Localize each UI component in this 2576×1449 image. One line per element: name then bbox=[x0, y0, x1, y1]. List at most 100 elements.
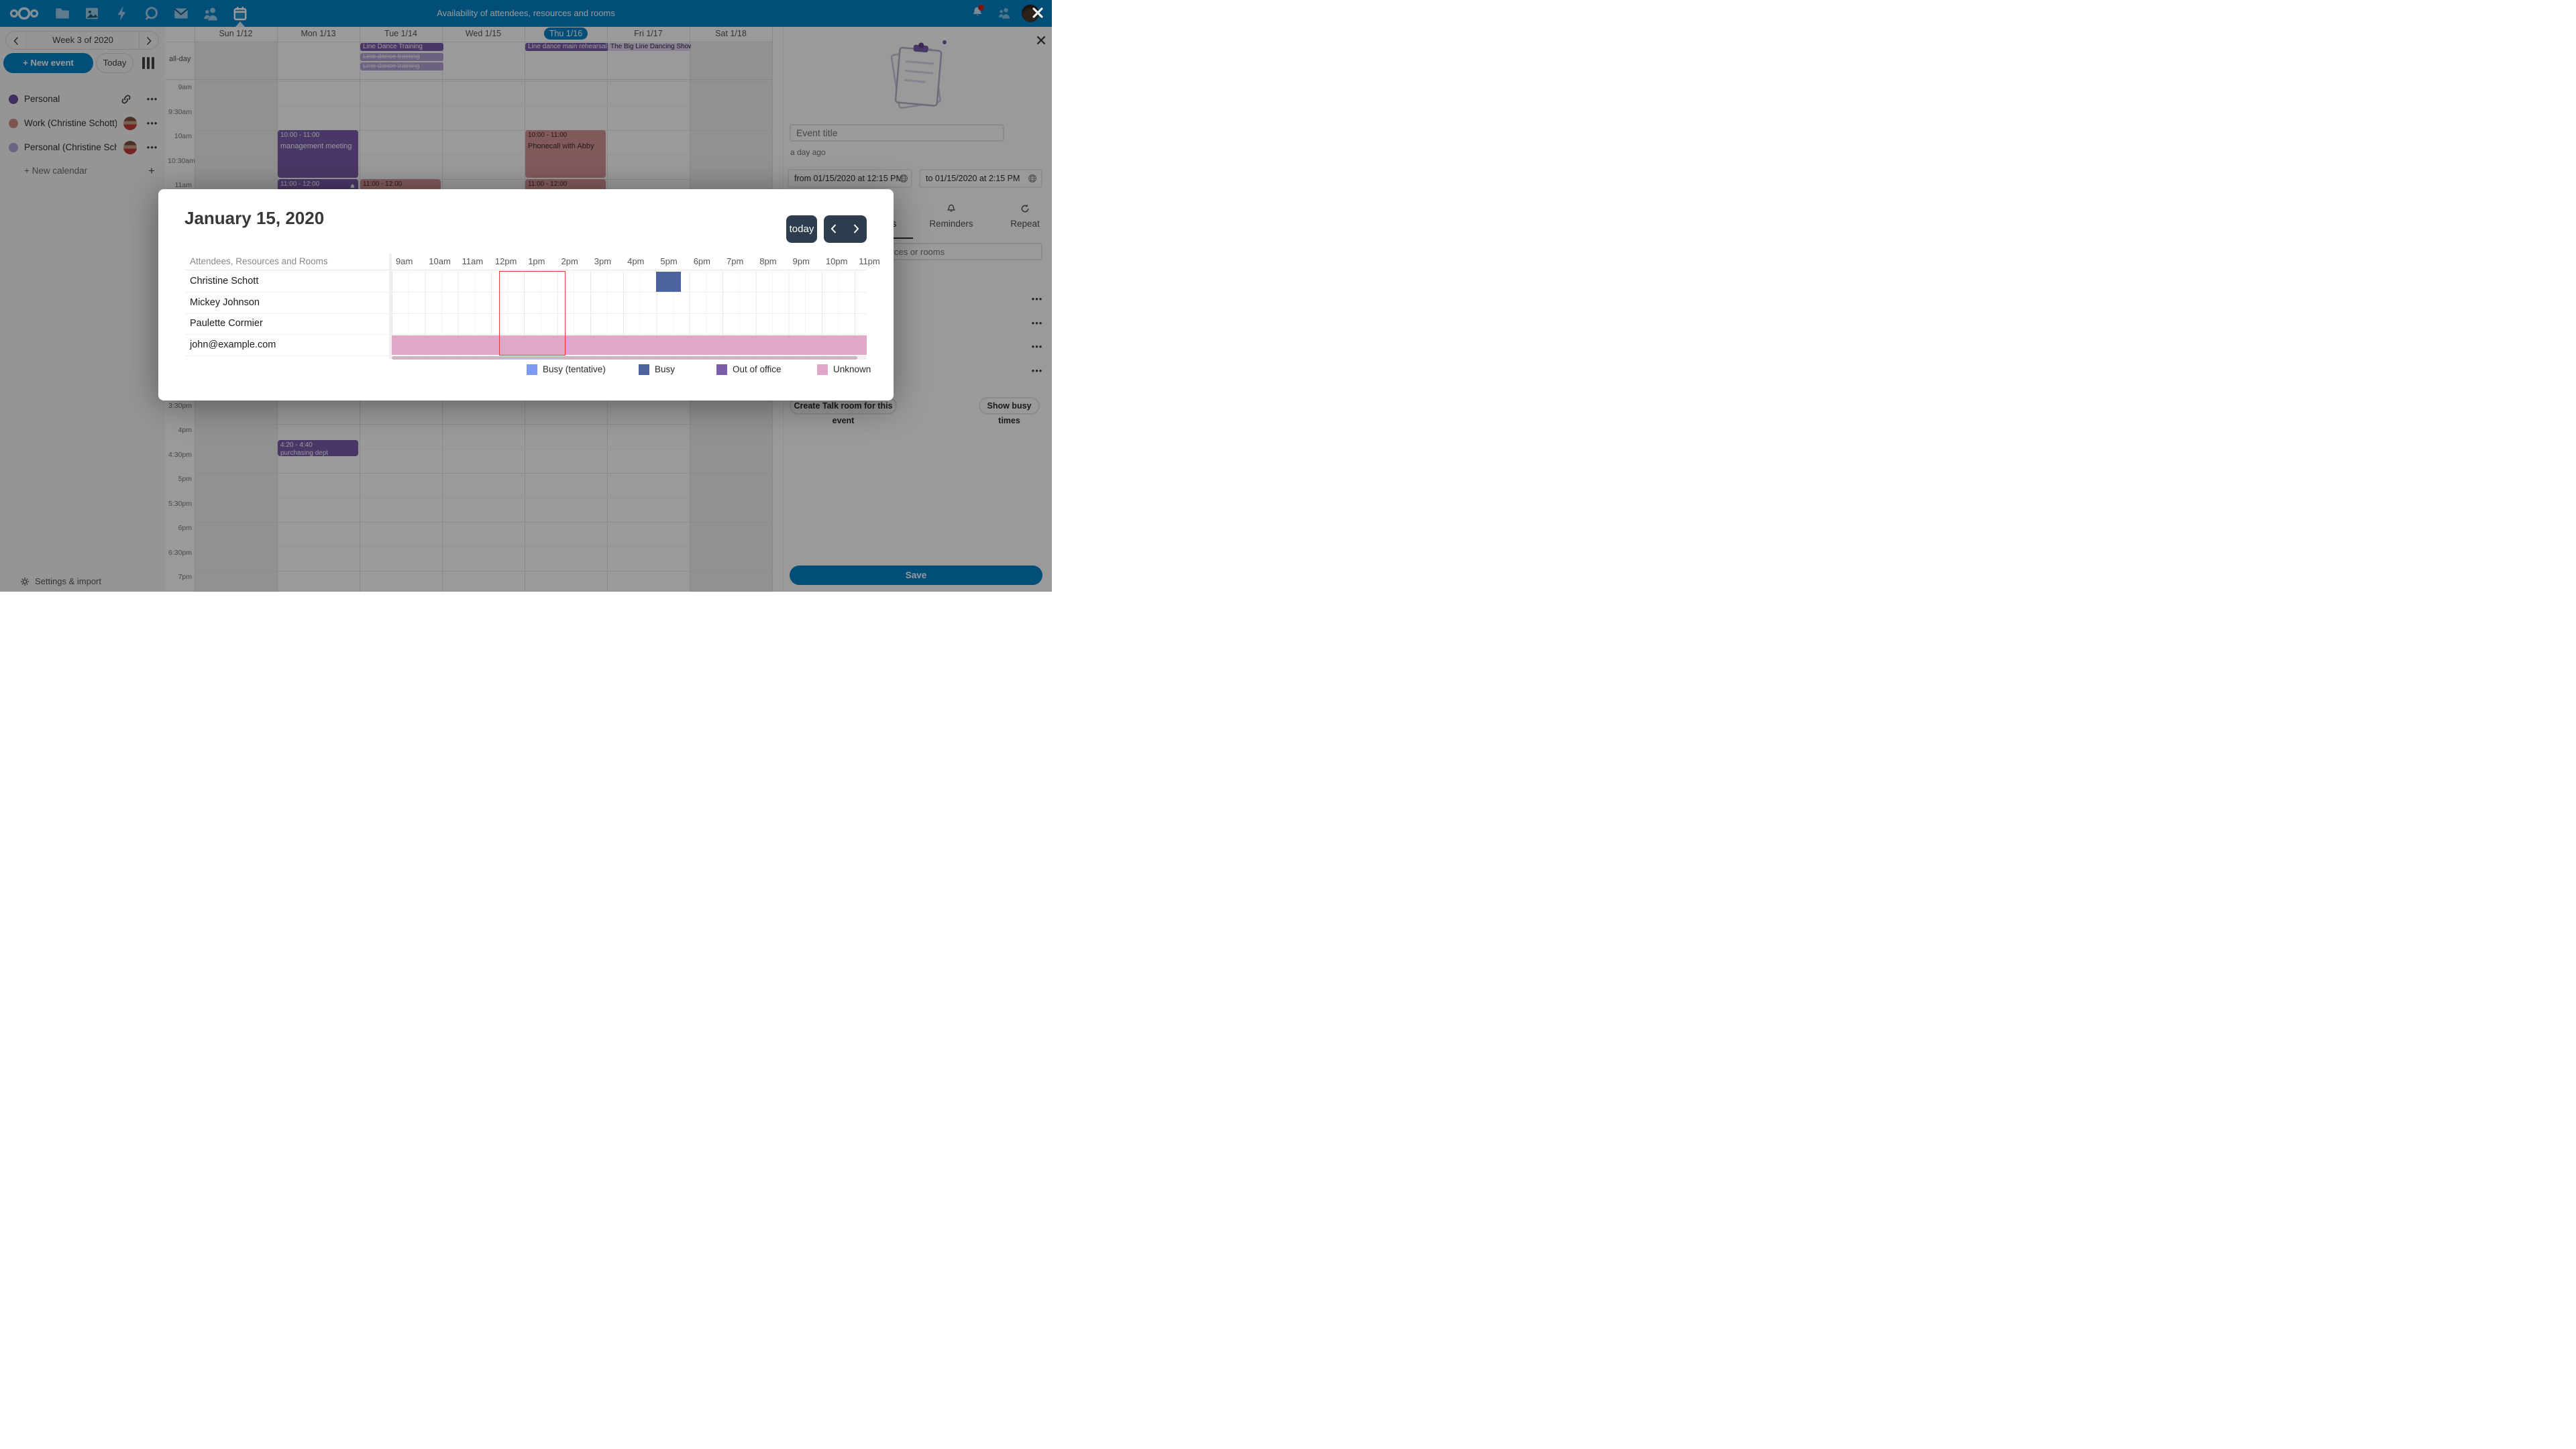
activity-icon[interactable] bbox=[114, 5, 130, 21]
page-title: Availability of attendees, resources and… bbox=[437, 8, 615, 18]
tab-reminders[interactable]: Reminders bbox=[914, 204, 988, 237]
attendee-name: Mickey Johnson bbox=[190, 297, 260, 308]
contacts-icon[interactable] bbox=[203, 5, 219, 21]
files-icon[interactable] bbox=[54, 5, 70, 21]
notifications-icon[interactable] bbox=[971, 5, 984, 18]
day-header[interactable]: Mon 1/13 bbox=[301, 29, 336, 38]
modified-label: a day ago bbox=[790, 148, 826, 157]
event-time: 10:00 - 11:00 bbox=[528, 131, 568, 139]
photos-icon[interactable] bbox=[84, 5, 100, 21]
new-calendar-label[interactable]: + New calendar bbox=[24, 166, 88, 176]
calendar-list-item[interactable]: Personal ••• bbox=[0, 87, 165, 111]
day-header[interactable]: Sun 1/12 bbox=[219, 29, 253, 38]
calendar-app-icon[interactable] bbox=[232, 5, 248, 21]
grid-hour-tick: 4pm bbox=[627, 256, 645, 266]
save-button[interactable]: Save bbox=[790, 566, 1042, 585]
time-label: 4:30pm bbox=[168, 450, 192, 459]
event-title-input[interactable] bbox=[790, 124, 1004, 142]
calendar-actions-menu-icon[interactable]: ••• bbox=[146, 142, 158, 152]
timezone-globe-icon[interactable] bbox=[899, 174, 908, 183]
event-time-selection[interactable] bbox=[499, 271, 566, 356]
calendar-actions-menu-icon[interactable]: ••• bbox=[146, 94, 158, 104]
avatar bbox=[123, 117, 137, 130]
tab-repeat[interactable]: Repeat bbox=[988, 205, 1052, 237]
calendar-actions-menu-icon[interactable]: ••• bbox=[146, 118, 158, 128]
calendar-color-dot bbox=[9, 95, 18, 104]
allday-event[interactable]: Line Dance Training bbox=[360, 43, 443, 51]
day-header[interactable]: Tue 1/14 bbox=[384, 29, 417, 38]
tab-label: Reminders bbox=[929, 219, 973, 229]
time-label: 7pm bbox=[178, 573, 192, 581]
day-header[interactable]: Sat 1/18 bbox=[715, 29, 747, 38]
grid-hour-tick: 5pm bbox=[660, 256, 678, 266]
allday-event[interactable]: The Big Line Dancing Show bbox=[608, 43, 691, 51]
nextcloud-logo-icon[interactable] bbox=[9, 5, 39, 21]
availability-block-busy bbox=[656, 272, 682, 292]
day-header[interactable]: Thu 1/16 bbox=[525, 27, 607, 42]
availability-grid[interactable] bbox=[392, 271, 867, 356]
time-label: 6:30pm bbox=[168, 548, 192, 557]
show-busy-times-button[interactable]: Show busy times bbox=[979, 397, 1040, 425]
time-label: 5pm bbox=[178, 475, 192, 483]
calendar-event[interactable]: 10:00 - 11:00 management meeting bbox=[278, 130, 358, 178]
start-datetime-field[interactable]: from 01/15/2020 at 12:15 PM bbox=[788, 169, 912, 188]
next-day-icon[interactable] bbox=[849, 222, 863, 235]
time-label: 6pm bbox=[178, 524, 192, 532]
grid-hour-tick: 11pm bbox=[859, 256, 880, 266]
week-switcher[interactable]: Week 3 of 2020 bbox=[5, 31, 159, 50]
day-header[interactable]: Fri 1/17 bbox=[634, 29, 663, 38]
attendee-actions-menu-icon[interactable]: ••• bbox=[1031, 294, 1043, 304]
next-week-button[interactable] bbox=[140, 32, 158, 50]
calendar-list-item[interactable]: Work (Christine Schott) ••• bbox=[0, 111, 165, 136]
grid-hour-tick: 9am bbox=[396, 256, 413, 266]
plus-icon[interactable]: + bbox=[148, 164, 155, 177]
grid-scrollbar-thumb[interactable] bbox=[392, 356, 857, 360]
repeat-icon bbox=[1020, 204, 1030, 213]
settings-label: Settings & import bbox=[35, 576, 101, 586]
left-sidebar: Week 3 of 2020 + New event Today Persona… bbox=[0, 27, 166, 592]
legend-swatch bbox=[716, 364, 727, 375]
previous-week-button[interactable] bbox=[7, 32, 25, 50]
share-link-icon[interactable] bbox=[121, 94, 131, 105]
previous-day-icon[interactable] bbox=[827, 222, 841, 235]
attendee-actions-menu-icon[interactable]: ••• bbox=[1031, 366, 1043, 376]
calendar-name: Work (Christine Schott) bbox=[24, 118, 117, 128]
day-header[interactable]: Wed 1/15 bbox=[465, 29, 502, 38]
time-label: 10am bbox=[174, 132, 192, 140]
new-calendar-item[interactable]: + New calendar + bbox=[0, 161, 165, 185]
all-day-label: all-day bbox=[169, 55, 191, 63]
calendar-list-item[interactable]: Personal (Christine Scho…) ••• bbox=[0, 136, 165, 160]
contacts-menu-icon[interactable] bbox=[998, 6, 1011, 19]
attendee-name: john@example.com bbox=[190, 339, 276, 350]
modal-date-title: January 15, 2020 bbox=[184, 208, 325, 228]
search-icon[interactable] bbox=[144, 5, 160, 21]
modal-today-button[interactable]: today bbox=[786, 215, 817, 243]
settings-and-import[interactable]: Settings & import bbox=[0, 572, 165, 592]
mail-icon[interactable] bbox=[173, 5, 189, 21]
event-time: 10:00 - 11:00 bbox=[280, 131, 320, 139]
end-datetime-field[interactable]: to 01/15/2020 at 2:15 PM bbox=[919, 169, 1042, 188]
grid-hour-tick: 6pm bbox=[693, 256, 710, 266]
availability-modal: January 15, 2020 today Attendees, Resour… bbox=[158, 189, 894, 400]
attendee-actions-menu-icon[interactable]: ••• bbox=[1031, 341, 1043, 352]
allday-event[interactable]: Line dance training bbox=[360, 52, 443, 61]
view-toggle-icon[interactable] bbox=[141, 56, 156, 70]
attendee-actions-menu-icon[interactable]: ••• bbox=[1031, 318, 1043, 328]
attendees-column-header: Attendees, Resources and Rooms bbox=[190, 256, 328, 266]
timezone-globe-icon[interactable] bbox=[1028, 174, 1037, 183]
week-label: Week 3 of 2020 bbox=[52, 35, 113, 45]
event-time: 4:20 - 4:40 bbox=[280, 441, 313, 449]
close-icon[interactable] bbox=[1036, 35, 1046, 46]
calendar-event[interactable]: 10:00 - 11:00 Phonecall with Abby bbox=[525, 130, 606, 178]
reminder-bell-icon bbox=[350, 181, 356, 189]
calendar-event[interactable]: 4:20 - 4:40 purchasing dept bbox=[278, 440, 358, 457]
time-label: 3:30pm bbox=[168, 401, 192, 410]
app-window: Availability of attendees, resources and… bbox=[0, 0, 1052, 592]
today-button[interactable]: Today bbox=[96, 53, 133, 73]
new-event-button[interactable]: + New event bbox=[3, 53, 93, 73]
grid-hour-tick: 8pm bbox=[759, 256, 777, 266]
allday-event[interactable]: Line dance main rehearsal bbox=[525, 43, 608, 51]
tab-label: Repeat bbox=[1010, 219, 1040, 229]
allday-event[interactable]: Line dance training bbox=[360, 62, 443, 71]
event-time: 11:00 - 12:00 bbox=[528, 180, 568, 188]
